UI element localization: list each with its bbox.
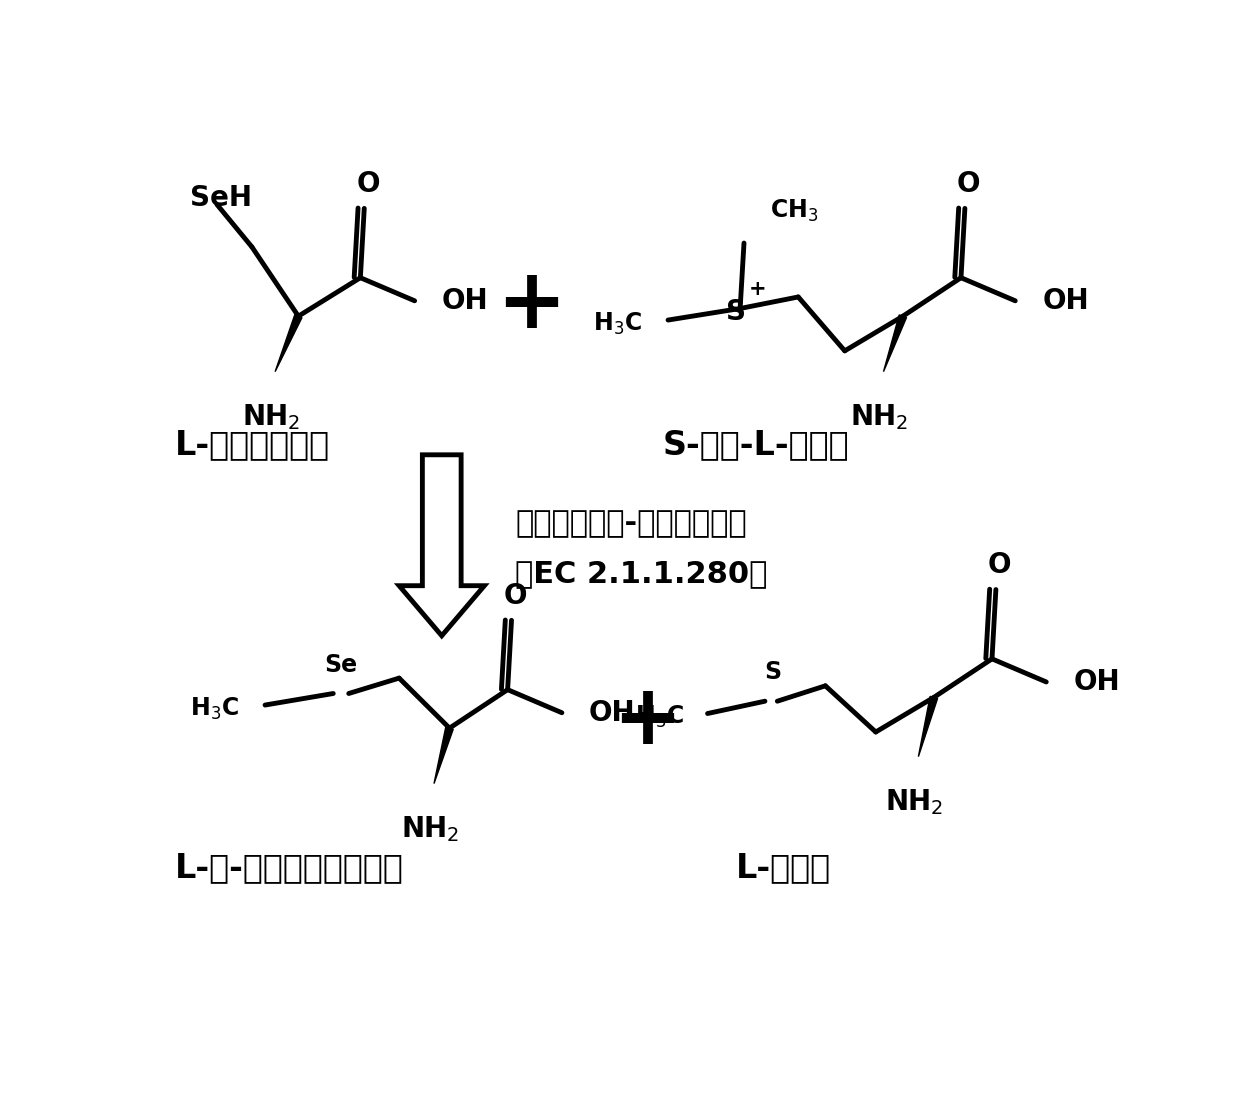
Text: OH: OH (589, 699, 636, 727)
Text: CH$_3$: CH$_3$ (770, 197, 818, 223)
Text: O: O (503, 581, 527, 610)
Polygon shape (919, 696, 937, 757)
Polygon shape (275, 314, 303, 371)
Text: S: S (727, 298, 746, 326)
Text: S: S (764, 660, 781, 684)
Text: SeH: SeH (190, 184, 252, 212)
Text: +: + (496, 264, 565, 345)
Text: NH$_2$: NH$_2$ (401, 815, 459, 844)
Text: O: O (957, 170, 981, 197)
Polygon shape (883, 315, 906, 371)
Text: H$_3$C: H$_3$C (593, 311, 642, 337)
Text: NH$_2$: NH$_2$ (885, 787, 944, 817)
Text: O: O (356, 170, 379, 197)
Text: NH$_2$: NH$_2$ (242, 403, 300, 433)
Text: L-蛋氨酸: L-蛋氨酸 (737, 851, 831, 885)
Text: NH$_2$: NH$_2$ (851, 403, 909, 433)
Polygon shape (434, 727, 454, 784)
Text: OH: OH (1074, 668, 1120, 696)
Text: OH: OH (441, 287, 489, 314)
Text: OH: OH (1043, 287, 1089, 314)
Text: O: O (988, 551, 1012, 579)
Text: H$_3$C: H$_3$C (190, 695, 238, 722)
Text: +: + (749, 279, 766, 299)
Text: S-甲基-L-蛋氨酸: S-甲基-L-蛋氨酸 (662, 428, 849, 461)
Text: （EC 2.1.1.280）: （EC 2.1.1.280） (516, 560, 768, 589)
Polygon shape (399, 454, 485, 636)
Text: 硒代半胱氨酸-硒甲基转移酶: 硒代半胱氨酸-硒甲基转移酶 (516, 509, 746, 539)
Text: +: + (613, 680, 682, 761)
Text: L-硒-甲基硒代半胱氨酸: L-硒-甲基硒代半胱氨酸 (175, 851, 403, 885)
Text: Se: Se (325, 653, 357, 677)
Text: H$_3$C: H$_3$C (635, 703, 684, 729)
Text: L-硒代半胱氨酸: L-硒代半胱氨酸 (175, 428, 330, 461)
